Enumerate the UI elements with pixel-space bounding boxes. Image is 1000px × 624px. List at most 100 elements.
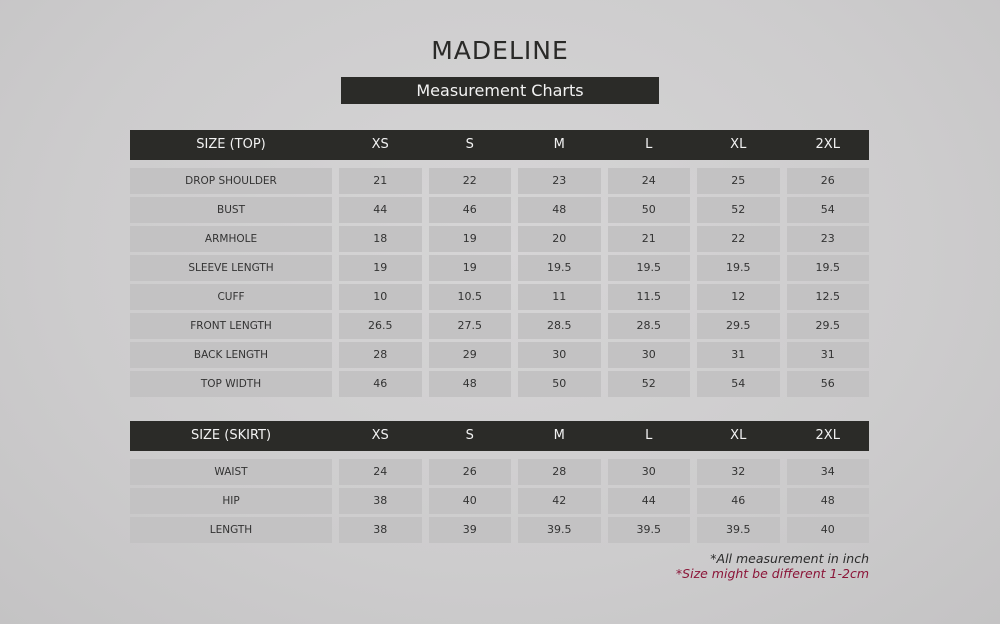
measurement-value: 19 (428, 226, 511, 252)
measurement-value: 52 (607, 371, 690, 397)
measurement-value: 39 (428, 517, 511, 543)
measurement-value: 24 (339, 459, 422, 485)
measurement-value: 34 (786, 459, 869, 485)
header-size-2xl: 2XL (815, 428, 840, 443)
table-row: TOP WIDTH 46 48 50 52 54 56 (130, 371, 869, 397)
measurement-value: 46 (339, 371, 422, 397)
measurement-label: WAIST (130, 459, 332, 485)
header-size-xs: XS (371, 137, 389, 152)
measurement-value: 26 (786, 168, 869, 194)
measurement-value: 48 (428, 371, 511, 397)
measurement-value: 19.5 (607, 255, 690, 281)
measurement-value: 42 (518, 488, 601, 514)
header-size-label: SIZE (TOP) (196, 137, 266, 152)
measurement-value: 19 (339, 255, 422, 281)
measurement-value: 40 (786, 517, 869, 543)
header-size-l: L (645, 137, 653, 152)
header-size-m: M (553, 137, 565, 152)
measurement-value: 44 (607, 488, 690, 514)
measurement-value: 54 (697, 371, 780, 397)
measurement-label: SLEEVE LENGTH (130, 255, 332, 281)
measurement-value: 25 (697, 168, 780, 194)
measurement-value: 29.5 (786, 313, 869, 339)
measurement-label: BACK LENGTH (130, 342, 332, 368)
measurement-value: 12.5 (786, 284, 869, 310)
measurement-value: 29.5 (697, 313, 780, 339)
measurement-value: 50 (607, 197, 690, 223)
brand-title: MADELINE (431, 36, 569, 65)
measurement-value: 38 (339, 488, 422, 514)
measurement-value: 26 (428, 459, 511, 485)
measurement-value: 19.5 (697, 255, 780, 281)
measurement-value: 18 (339, 226, 422, 252)
measurement-label: HIP (130, 488, 332, 514)
measurement-value: 28.5 (607, 313, 690, 339)
header-size-m: M (553, 428, 565, 443)
measurement-value: 52 (697, 197, 780, 223)
measurement-label: ARMHOLE (130, 226, 332, 252)
measurement-value: 26.5 (339, 313, 422, 339)
measurement-value: 48 (518, 197, 601, 223)
table-row: CUFF 10 10.5 11 11.5 12 12.5 (130, 284, 869, 310)
top-size-table: SIZE (TOP) XS S M L XL 2XL DROP SHOULDER 21 22 23 2… (130, 130, 869, 400)
measurement-value: 39.5 (518, 517, 601, 543)
table-row: BACK LENGTH 28 29 30 30 31 31 (130, 342, 869, 368)
measurement-value: 11 (518, 284, 601, 310)
measurement-value: 23 (518, 168, 601, 194)
header-size-xl: XL (730, 137, 747, 152)
variance-note: *Size might be different 1-2cm (675, 566, 869, 581)
table-row: BUST 44 46 48 50 52 54 (130, 197, 869, 223)
measurement-value: 28.5 (518, 313, 601, 339)
measurement-value: 21 (607, 226, 690, 252)
table-row: FRONT LENGTH 26.5 27.5 28.5 28.5 29.5 29.5 (130, 313, 869, 339)
measurement-value: 38 (339, 517, 422, 543)
measurement-value: 20 (518, 226, 601, 252)
measurement-value: 39.5 (607, 517, 690, 543)
measurement-value: 31 (697, 342, 780, 368)
header-size-l: L (645, 428, 653, 443)
measurement-value: 44 (339, 197, 422, 223)
measurement-value: 22 (428, 168, 511, 194)
measurement-label: TOP WIDTH (130, 371, 332, 397)
measurement-value: 40 (428, 488, 511, 514)
measurement-label: FRONT LENGTH (130, 313, 332, 339)
measurement-value: 22 (697, 226, 780, 252)
header-size-s: S (465, 428, 474, 443)
table-row: DROP SHOULDER 21 22 23 24 25 26 (130, 168, 869, 194)
measurement-label: BUST (130, 197, 332, 223)
measurement-value: 21 (339, 168, 422, 194)
measurement-value: 29 (428, 342, 511, 368)
measurement-value: 50 (518, 371, 601, 397)
header-size-s: S (465, 137, 474, 152)
table-header: SIZE (SKIRT) XS S M L XL 2XL (130, 421, 869, 451)
measurement-value: 54 (786, 197, 869, 223)
table-row: SLEEVE LENGTH 19 19 19.5 19.5 19.5 19.5 (130, 255, 869, 281)
measurement-label: CUFF (130, 284, 332, 310)
measurement-value: 19 (428, 255, 511, 281)
measurement-value: 30 (607, 342, 690, 368)
notes: *All measurement in inch *Size might be … (676, 551, 869, 581)
measurement-value: 46 (697, 488, 780, 514)
unit-note: *All measurement in inch (710, 551, 869, 566)
measurement-value: 19.5 (518, 255, 601, 281)
measurement-label: LENGTH (130, 517, 332, 543)
measurement-value: 10.5 (428, 284, 511, 310)
table-row: WAIST 24 26 28 30 32 34 (130, 459, 869, 485)
measurement-value: 23 (786, 226, 869, 252)
table-row: LENGTH 38 39 39.5 39.5 39.5 40 (130, 517, 869, 543)
measurement-value: 11.5 (607, 284, 690, 310)
measurement-value: 39.5 (697, 517, 780, 543)
header-size-label: SIZE (SKIRT) (190, 428, 272, 443)
measurement-value: 46 (428, 197, 511, 223)
measurement-value: 56 (786, 371, 869, 397)
measurement-value: 30 (518, 342, 601, 368)
measurement-value: 30 (607, 459, 690, 485)
measurement-value: 19.5 (786, 255, 869, 281)
measurement-value: 31 (786, 342, 869, 368)
header-size-2xl: 2XL (815, 137, 840, 152)
measurement-value: 28 (339, 342, 422, 368)
header-size-xs: XS (371, 428, 389, 443)
measurement-value: 28 (518, 459, 601, 485)
header-size-xl: XL (730, 428, 747, 443)
table-row: ARMHOLE 18 19 20 21 22 23 (130, 226, 869, 252)
